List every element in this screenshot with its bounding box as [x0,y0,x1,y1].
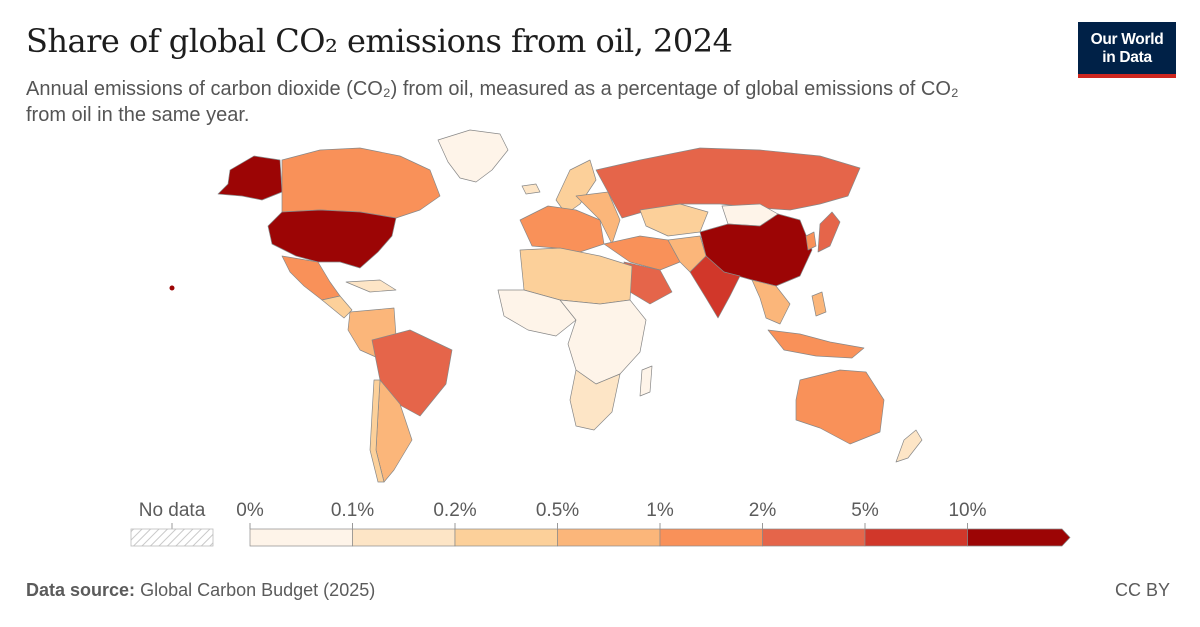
region-japan[interactable] [817,211,841,253]
region-central-america[interactable] [321,295,353,319]
legend-label-0: 0% [236,500,264,521]
region-mexico[interactable] [281,255,341,301]
legend: No data 0% 0.1% 0.2% 0.5% 1% 2% 5% 10% [130,500,1071,547]
legend-label-2: 0.2% [433,500,476,521]
region-eastern-europe[interactable] [575,191,621,245]
legend-swatch-0[interactable] [249,528,353,547]
legend-swatch-2[interactable] [454,528,558,547]
region-southeast-asia[interactable] [751,279,791,325]
logo-line-2: in Data [1102,49,1152,66]
region-canada[interactable] [281,147,441,219]
region-australia[interactable] [795,369,885,445]
region-hawaii[interactable] [169,285,175,291]
region-new-zealand[interactable] [895,429,923,463]
region-russia[interactable] [595,147,861,219]
legend-swatch-5[interactable] [762,528,866,547]
region-united-states[interactable] [267,209,397,269]
region-southern-africa[interactable] [569,369,621,431]
legend-no-data-label: No data [139,500,206,521]
region-greenland[interactable] [437,129,509,183]
legend-label-6: 5% [851,500,879,521]
legend-swatch-3[interactable] [557,528,661,547]
region-madagascar[interactable] [639,365,653,397]
region-korea[interactable] [805,231,817,251]
legend-no-data-swatch [130,528,214,547]
data-source-label: Data source: [26,580,136,600]
region-indonesia[interactable] [767,329,865,359]
data-source: Data source: Global Carbon Budget (2025) [26,580,375,601]
region-central-east-africa[interactable] [559,299,647,385]
legend-swatch-7[interactable] [967,528,1071,547]
region-kazakhstan[interactable] [639,203,709,237]
data-source-link[interactable]: Global Carbon Budget (2025) [140,580,376,600]
region-india[interactable] [689,255,741,319]
legend-label-1: 0.1% [331,500,374,521]
legend-label-7: 10% [948,500,986,521]
owid-logo[interactable]: Our World in Data [1078,22,1176,78]
logo-line-1: Our World [1090,31,1164,48]
region-chile[interactable] [369,379,385,483]
legend-label-3: 0.5% [536,500,579,521]
legend-label-4: 1% [646,500,674,521]
region-philippines[interactable] [811,291,827,317]
legend-swatch-4[interactable] [659,528,763,547]
legend-swatch-1[interactable] [352,528,456,547]
chart-title: Share of global CO₂ emissions from oil, … [26,22,733,60]
region-alaska[interactable] [217,155,283,201]
license[interactable]: CC BY [1114,580,1170,600]
region-caribbean[interactable] [345,279,397,293]
legend-label-5: 2% [749,500,777,521]
region-western-europe[interactable] [519,205,605,253]
chart-subtitle: Annual emissions of carbon dioxide (CO₂)… [26,78,959,126]
region-iceland[interactable] [521,183,541,195]
legend-swatch-6[interactable] [864,528,968,547]
region-west-africa[interactable] [497,289,577,337]
